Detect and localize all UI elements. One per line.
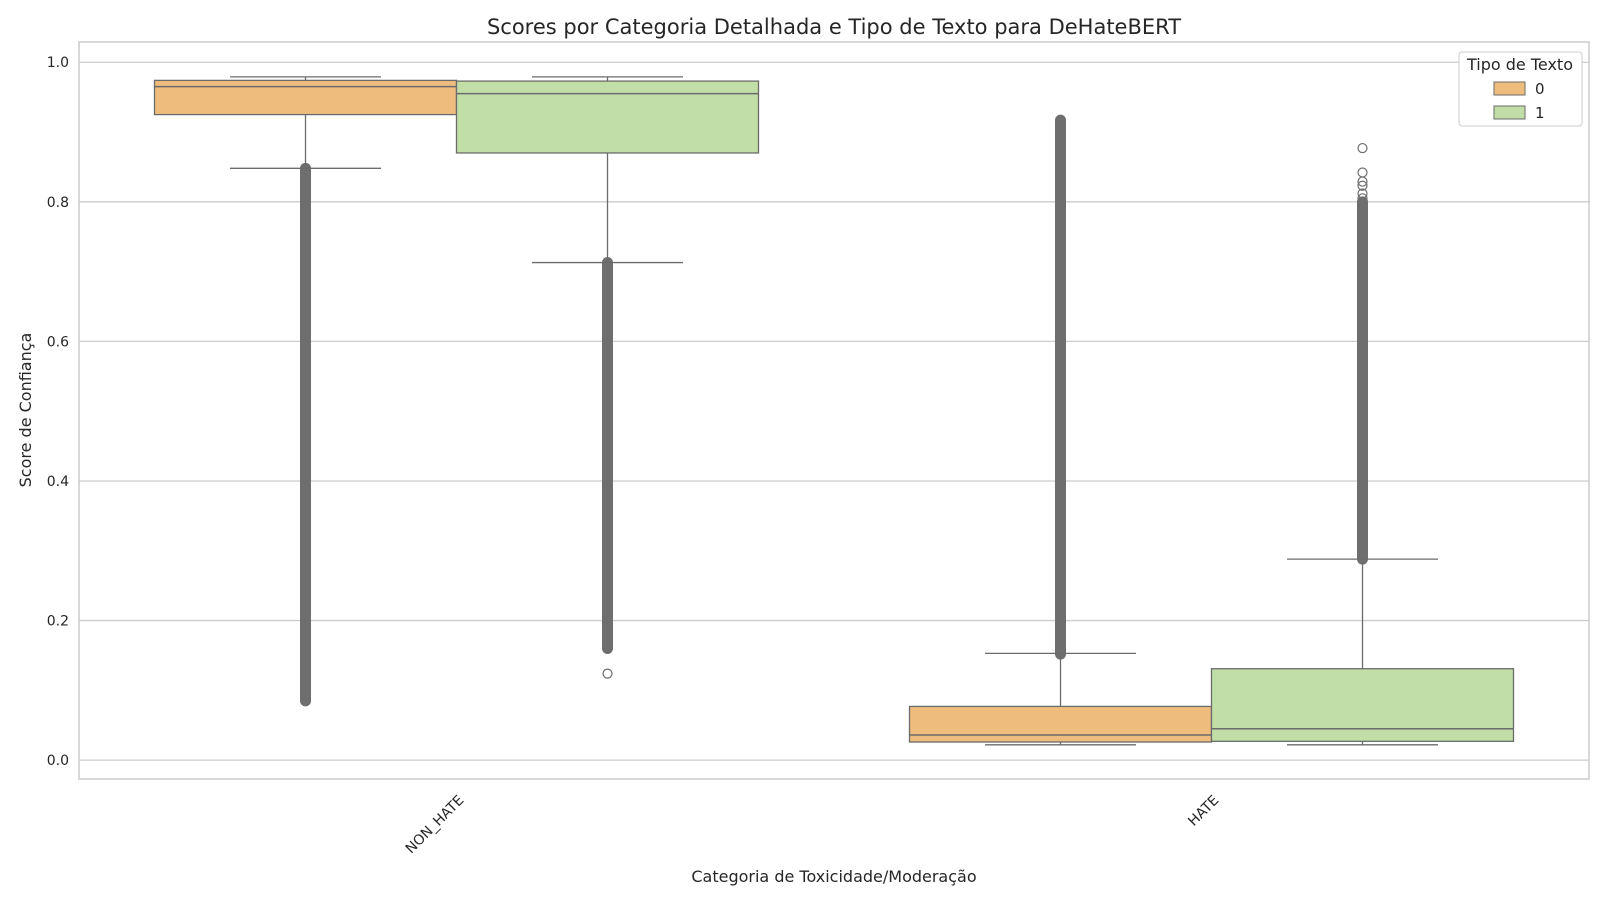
outlier-point (1357, 188, 1368, 199)
grid-lines (79, 61, 1589, 761)
x-axis-ticks: NON_HATE HATE (403, 793, 1223, 858)
outlier-point (602, 605, 613, 616)
legend-label: 0 (1535, 80, 1545, 98)
outlier-point (602, 611, 613, 623)
legend-title: Tipo de Texto (1466, 55, 1573, 74)
y-axis-label: Score de Confiança (16, 333, 35, 488)
x-tick-label: NON_HATE (403, 793, 468, 858)
legend-swatch (1493, 81, 1526, 96)
x-axis-label: Categoria de Toxicidade/Moderação (691, 867, 976, 886)
y-tick-label: 0.2 (47, 614, 69, 630)
y-axis-ticks: 0.0 0.2 0.4 0.6 0.8 1.0 (47, 55, 69, 769)
box-hate-1 (1210, 142, 1515, 746)
outlier-point (1357, 193, 1368, 204)
box-body (455, 80, 760, 154)
box-hate-0 (908, 114, 1213, 746)
y-tick-label: 0.4 (47, 474, 69, 490)
outlier-point (602, 617, 613, 628)
outlier-point (602, 641, 613, 652)
outlier-point (1357, 180, 1368, 191)
box-non_hate-0 (153, 76, 458, 707)
outlier-point (1357, 142, 1368, 154)
x-tick-label: HATE (1185, 793, 1222, 830)
legend-label: 1 (1535, 104, 1545, 122)
y-tick-label: 1.0 (47, 55, 69, 71)
outlier-point (602, 668, 613, 679)
y-tick-label: 0.0 (47, 753, 69, 769)
plot-area (78, 41, 1590, 780)
outlier-point (602, 625, 613, 637)
y-tick-label: 0.6 (47, 334, 69, 350)
box-body (908, 705, 1213, 743)
box-body (1210, 668, 1515, 742)
legend-swatch (1493, 105, 1526, 120)
box-non_hate-1 (455, 76, 760, 679)
chart-title: Scores por Categoria Detalhada e Tipo de… (487, 15, 1181, 39)
outlier-point (1357, 167, 1368, 178)
y-tick-label: 0.8 (47, 195, 69, 211)
box-groups (153, 76, 1515, 746)
box-body (153, 79, 458, 116)
legend: Tipo de Texto 0 1 (1458, 51, 1583, 127)
